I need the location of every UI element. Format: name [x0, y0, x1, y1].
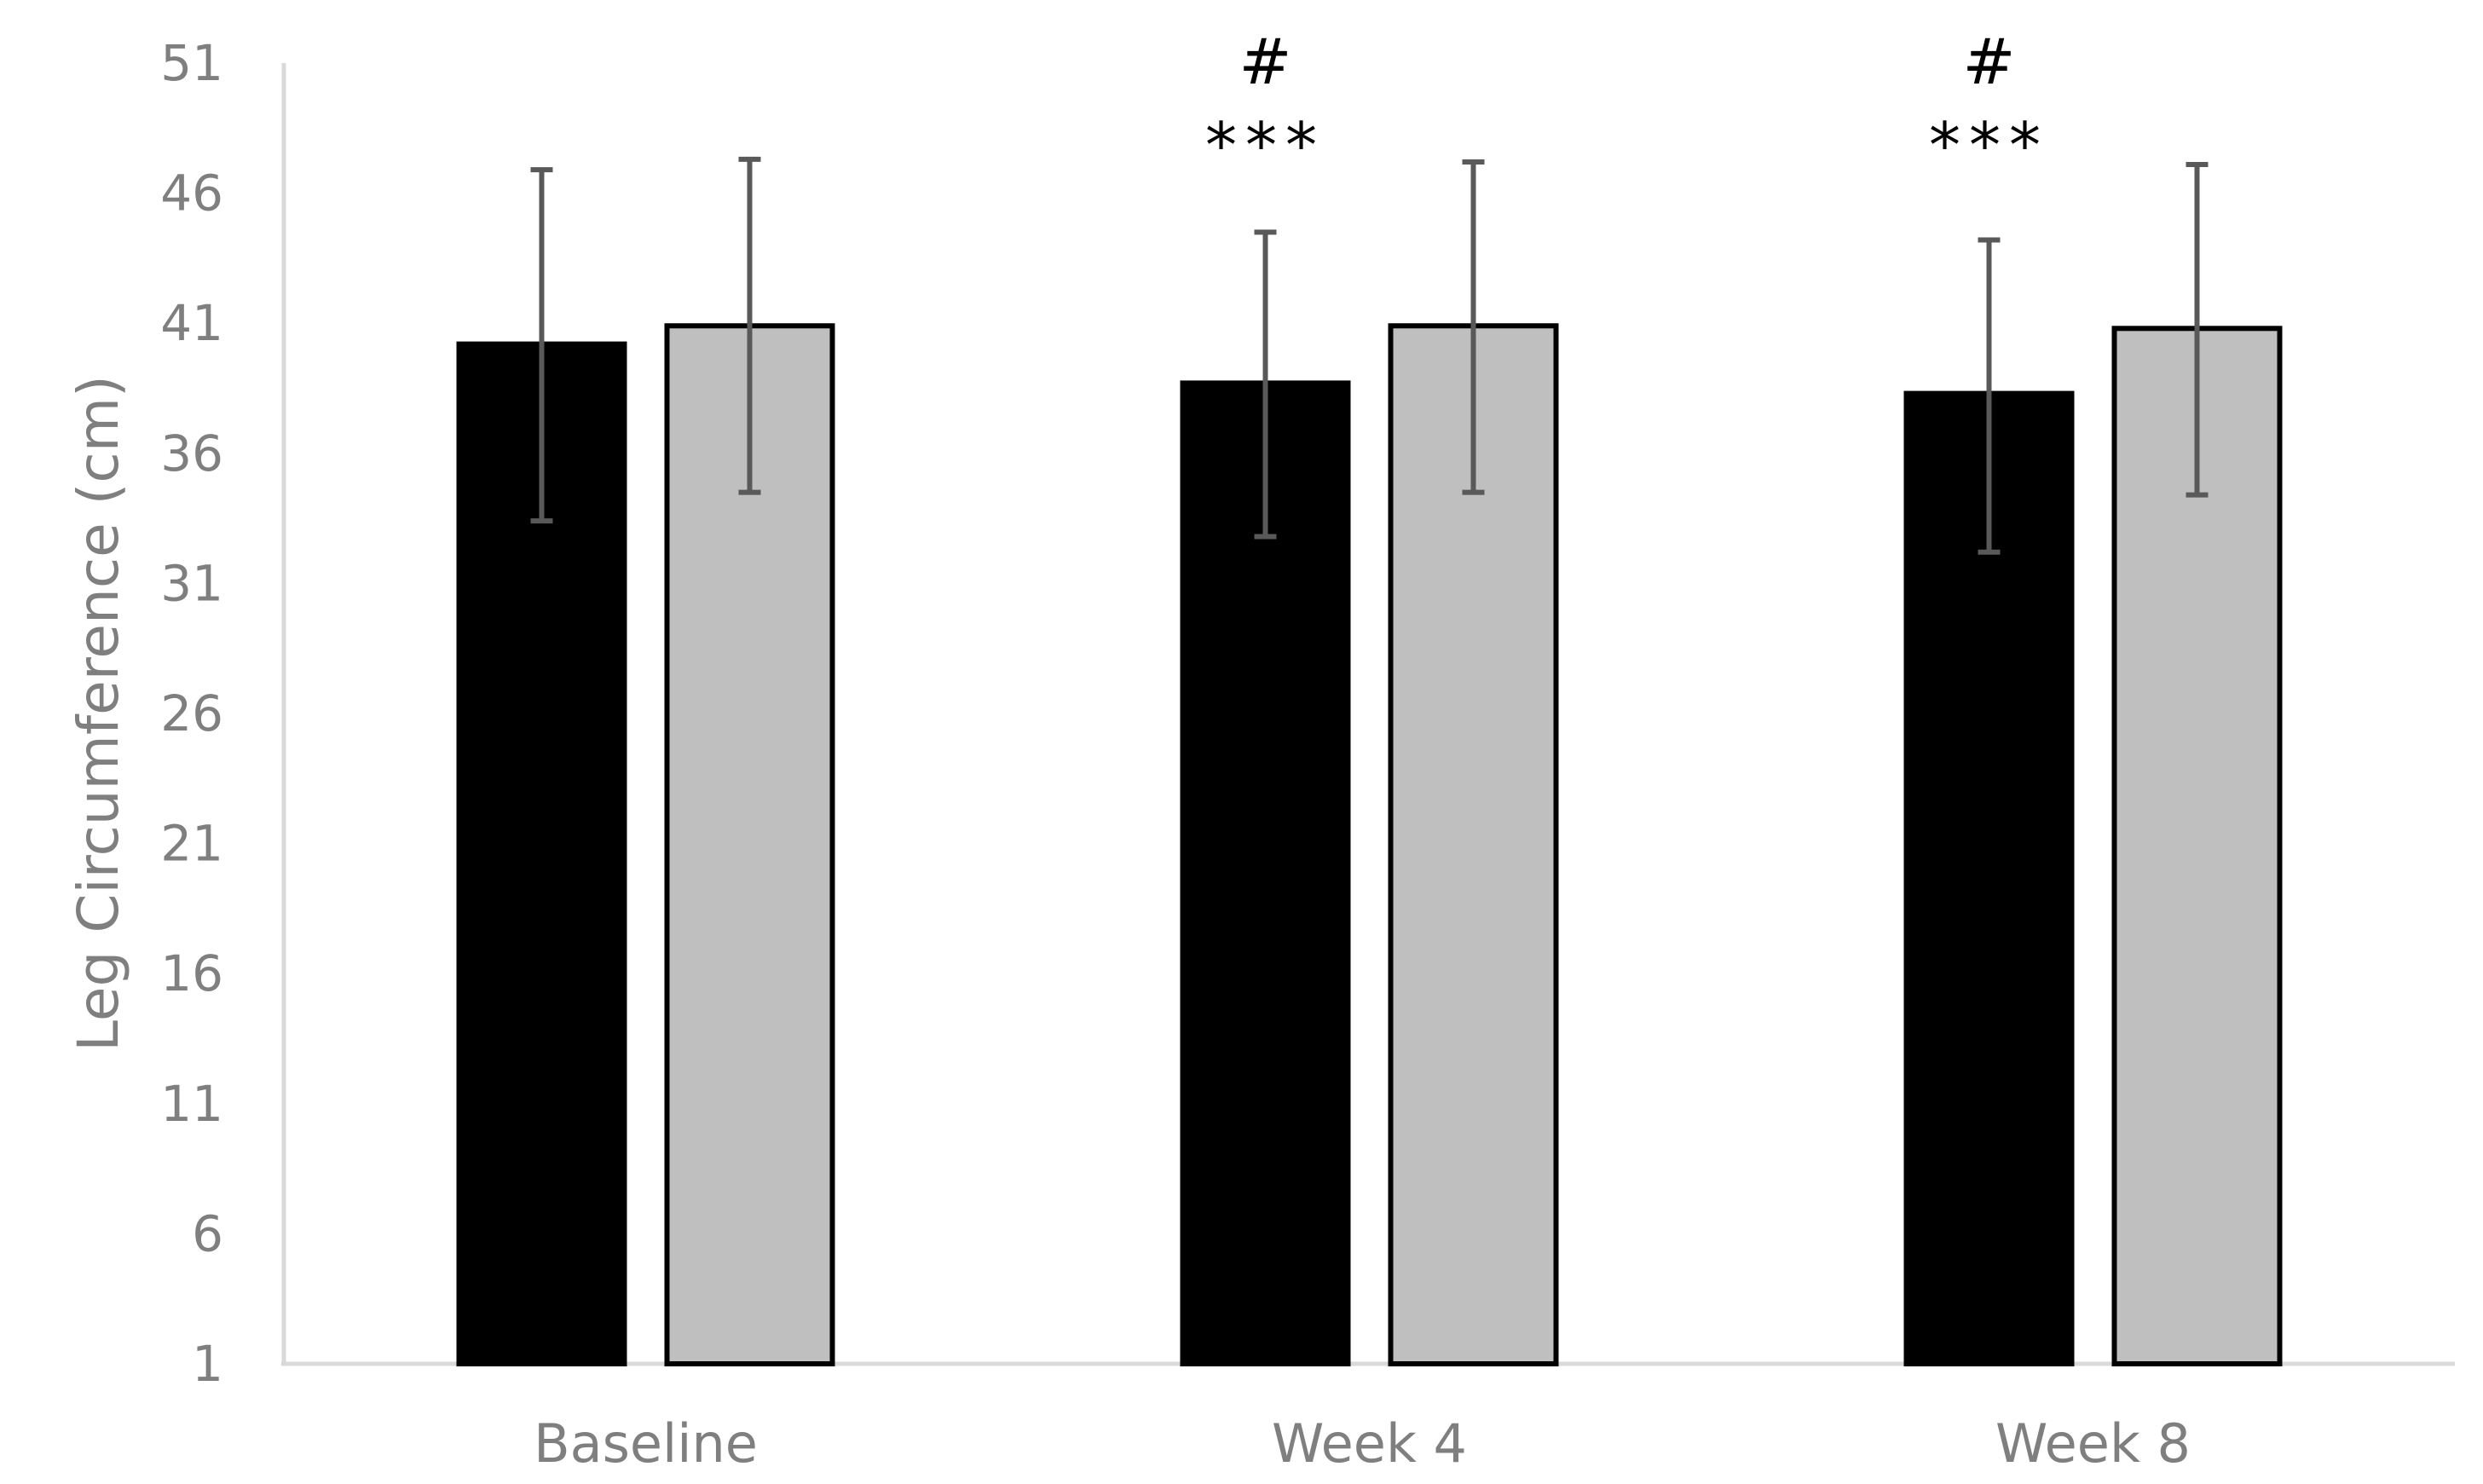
y-tick-label: 16 — [160, 944, 223, 1002]
error-bar — [1254, 229, 1277, 540]
x-category-label: Week 4 — [1272, 1412, 1467, 1475]
category-labels: Baseline Week 4 Week 8 — [534, 1412, 2191, 1475]
significance-marker: *** — [1205, 109, 1325, 182]
x-category-label: Week 8 — [1995, 1412, 2191, 1475]
y-tick-label: 41 — [160, 294, 223, 352]
significance-marker: *** — [1929, 109, 2049, 182]
y-tick-label: 31 — [160, 554, 223, 612]
error-bar — [1462, 159, 1485, 495]
y-tick-label: 1 — [192, 1335, 223, 1393]
significance-marker: # — [1239, 26, 1291, 99]
error-bar — [738, 156, 761, 495]
significance-marker: # — [1962, 26, 2015, 99]
x-category-label: Baseline — [534, 1412, 758, 1475]
y-tick-label: 51 — [160, 34, 223, 92]
y-tick-label: 6 — [192, 1204, 223, 1262]
error-bar — [1978, 237, 2001, 555]
bar — [1903, 390, 2075, 1366]
error-bar — [530, 167, 553, 524]
bar — [664, 323, 835, 1367]
y-tick-label: 36 — [160, 424, 223, 482]
y-tick-label: 21 — [160, 815, 223, 873]
bar — [1388, 323, 1559, 1367]
error-bars — [530, 156, 2209, 555]
y-tick-label: 46 — [160, 165, 223, 222]
bar — [2111, 326, 2283, 1367]
y-tick-label: 26 — [160, 684, 223, 742]
bars — [456, 323, 2283, 1367]
error-bar — [2186, 162, 2209, 498]
y-tick-label: 11 — [160, 1075, 223, 1133]
y-axis-title: Leg Circumference (cm) — [66, 375, 131, 1052]
annotations: # *** # *** — [1205, 26, 2049, 182]
